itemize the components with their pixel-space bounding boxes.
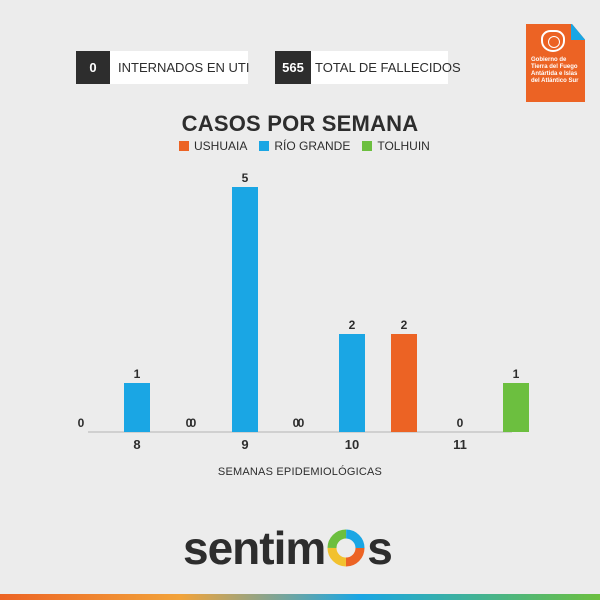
data-label-ushuaia-week-9: 0: [186, 416, 193, 430]
legend-swatch-ushuaia: [179, 141, 189, 151]
government-logo: Gobierno de Tierra del Fuego Antártida e…: [526, 24, 585, 102]
data-label-tolhuin-week-9: 0: [298, 416, 305, 430]
coat-of-arms-icon: [541, 30, 565, 52]
stat-total-fallecidos-value: 565: [275, 51, 311, 84]
brand-sentimos: sentim s: [183, 518, 393, 578]
stat-internados-uti-label: INTERNADOS EN UTI: [110, 51, 249, 84]
data-label-ushuaia-week-10: 0: [293, 416, 300, 430]
bar-rio-grande-week-10: [339, 334, 365, 432]
color-ring-icon: [327, 529, 365, 567]
data-label-ushuaia-week-8: 0: [78, 416, 85, 430]
bar-rio-grande-week-8: [124, 383, 150, 432]
logo-text: Gobierno de Tierra del Fuego Antártida e…: [531, 57, 579, 84]
chart-title: CASOS POR SEMANA: [181, 111, 419, 136]
bar-ushuaia-week-11: [391, 334, 417, 432]
brand-text-left: sentim: [183, 522, 326, 574]
legend-swatch-rio-grande: [259, 141, 270, 151]
stat-internados-uti: 0 INTERNADOS EN UTI: [76, 51, 249, 84]
data-label-rio-grande-week-10: 2: [349, 318, 356, 332]
data-label-tolhuin-week-11: 1: [513, 367, 520, 381]
x-axis-title: SEMANAS EPIDEMIOLÓGICAS: [217, 466, 383, 478]
stat-total-fallecidos: 565 TOTAL DE FALLECIDOS: [275, 51, 461, 84]
chart-legend: USHUAIA RÍO GRANDE TOLHUIN: [179, 139, 442, 153]
stat-internados-uti-value: 0: [76, 51, 110, 84]
legend-swatch-tolhuin: [362, 141, 373, 151]
legend-label-tolhuin: TOLHUIN: [377, 139, 430, 153]
x-tick-label-week-10: 10: [345, 437, 359, 452]
data-label-rio-grande-week-9: 5: [242, 171, 249, 185]
stat-total-fallecidos-label: TOTAL DE FALLECIDOS: [311, 51, 461, 84]
x-tick-label-week-8: 8: [133, 437, 140, 452]
x-tick-label-week-9: 9: [241, 437, 248, 452]
data-label-tolhuin-week-8: 0: [190, 416, 197, 430]
x-tick-label-week-11: 11: [453, 437, 467, 452]
legend-item-ushuaia: USHUAIA: [179, 139, 247, 153]
bar-tolhuin-week-11: [503, 383, 529, 432]
brand-text-right: s: [367, 522, 393, 574]
legend-item-rio-grande: RÍO GRANDE: [259, 139, 350, 153]
bar-rio-grande-week-9: [232, 187, 258, 432]
data-label-rio-grande-week-8: 1: [134, 367, 141, 381]
legend-item-tolhuin: TOLHUIN: [362, 139, 430, 153]
legend-label-ushuaia: USHUAIA: [194, 139, 248, 153]
bottom-gradient-bar: [0, 594, 600, 600]
data-label-rio-grande-week-11: 0: [457, 416, 464, 430]
data-label-ushuaia-week-11: 2: [401, 318, 408, 332]
legend-label-rio-grande: RÍO GRANDE: [274, 139, 351, 153]
